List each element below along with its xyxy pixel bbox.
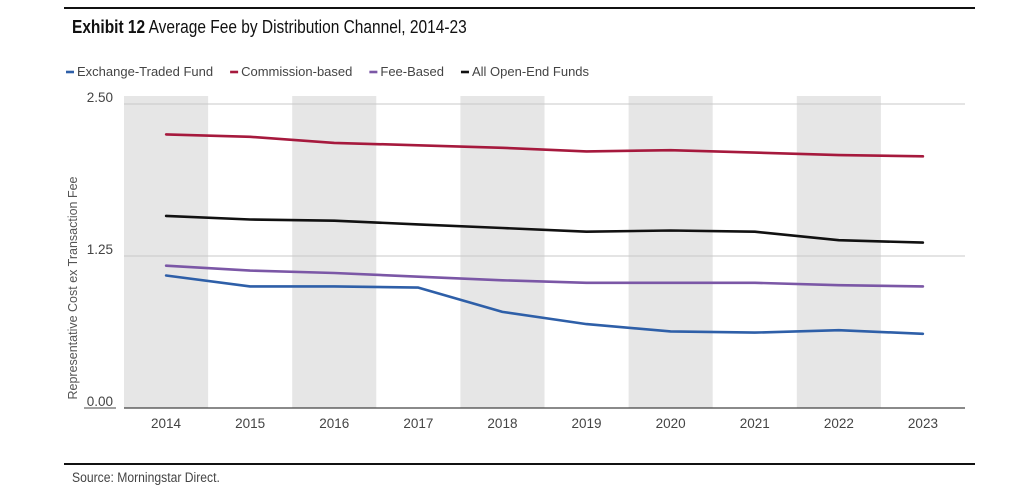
point-commission-based-2021 [753, 151, 757, 155]
band-2022 [796, 96, 881, 408]
point-fee-based-2020 [669, 281, 673, 285]
point-exchange-traded-fund-2023 [921, 332, 925, 336]
x-tick-label: 2018 [487, 416, 517, 431]
x-tick-label: 2014 [151, 416, 182, 431]
background-bands [124, 96, 881, 408]
point-exchange-traded-fund-2021 [753, 331, 757, 335]
point-all-open-end-funds-2014 [164, 214, 168, 218]
x-tick-label: 2020 [656, 416, 686, 431]
point-all-open-end-funds-2021 [753, 230, 757, 234]
y-tick-label: 0.00 [87, 394, 113, 409]
point-commission-based-2014 [164, 132, 168, 136]
point-exchange-traded-fund-2015 [248, 284, 252, 288]
band-2014 [124, 96, 209, 408]
point-exchange-traded-fund-2014 [164, 273, 168, 277]
series-lines [164, 132, 925, 336]
title-text: Average Fee by Distribution Channel, 201… [148, 17, 467, 37]
legend: Exchange-Traded Fund Commission-based Fee-… [66, 64, 590, 79]
y-axis-label: Representative Cost ex Transaction Fee [66, 176, 80, 399]
legend-label-fee-based: Fee-Based [380, 64, 444, 79]
point-commission-based-2017 [416, 143, 420, 147]
x-tick-label: 2016 [319, 416, 349, 431]
x-tick-label: 2017 [403, 416, 433, 431]
series-line-all-open-end-funds [164, 214, 925, 244]
point-exchange-traded-fund-2018 [500, 310, 504, 314]
point-fee-based-2021 [753, 281, 757, 285]
point-commission-based-2018 [500, 146, 504, 150]
series-line-exchange-traded-fund [164, 274, 925, 336]
point-fee-based-2018 [500, 278, 504, 282]
point-fee-based-2014 [164, 264, 168, 268]
point-all-open-end-funds-2016 [332, 219, 336, 223]
exhibit-label: Exhibit 12 [72, 17, 146, 37]
band-2020 [628, 96, 713, 408]
top-rule [64, 7, 975, 9]
point-commission-based-2016 [332, 141, 336, 145]
x-tick-label: 2021 [740, 416, 770, 431]
point-fee-based-2023 [921, 284, 925, 288]
legend-label-all-open-end-funds: All Open-End Funds [472, 64, 590, 79]
x-tick-label: 2019 [572, 416, 602, 431]
point-fee-based-2015 [248, 269, 252, 273]
point-all-open-end-funds-2015 [248, 218, 252, 222]
x-tick-label: 2015 [235, 416, 265, 431]
series-line-fee-based [164, 264, 925, 288]
point-all-open-end-funds-2017 [416, 222, 420, 226]
point-fee-based-2017 [416, 275, 420, 279]
point-all-open-end-funds-2018 [500, 226, 504, 230]
bottom-rule [64, 463, 975, 465]
point-all-open-end-funds-2022 [837, 238, 841, 242]
y-tick-label: 1.25 [87, 242, 113, 257]
point-commission-based-2015 [248, 135, 252, 139]
point-commission-based-2023 [921, 154, 925, 158]
point-fee-based-2019 [585, 281, 589, 285]
x-tick-label: 2023 [908, 416, 938, 431]
y-tick-labels: 0.00 1.25 2.50 [87, 90, 113, 409]
band-2016 [292, 96, 377, 408]
exhibit-title: Exhibit 12 Average Fee by Distribution C… [72, 15, 467, 39]
point-commission-based-2020 [669, 148, 673, 152]
point-exchange-traded-fund-2017 [416, 286, 420, 290]
legend-label-exchange-traded-fund: Exchange-Traded Fund [77, 64, 213, 79]
x-tick-labels: 2014 2015 2016 2017 2018 2019 2020 2021 2022 2023 [151, 416, 938, 431]
legend-label-commission-based: Commission-based [241, 64, 352, 79]
x-tick-label: 2022 [824, 416, 854, 431]
source-note: Source: Morningstar Direct. [72, 470, 220, 485]
point-all-open-end-funds-2023 [921, 241, 925, 245]
point-fee-based-2016 [332, 271, 336, 275]
point-commission-based-2019 [585, 149, 589, 153]
point-commission-based-2022 [837, 153, 841, 157]
point-exchange-traded-fund-2022 [837, 328, 841, 332]
band-2018 [460, 96, 545, 408]
point-exchange-traded-fund-2020 [669, 329, 673, 333]
point-exchange-traded-fund-2016 [332, 284, 336, 288]
series-line-commission-based [164, 133, 925, 158]
gridlines [124, 103, 965, 257]
point-all-open-end-funds-2019 [585, 230, 589, 234]
point-fee-based-2022 [837, 283, 841, 287]
point-all-open-end-funds-2020 [669, 228, 673, 232]
y-tick-label: 2.50 [87, 90, 113, 105]
point-exchange-traded-fund-2019 [585, 322, 589, 326]
